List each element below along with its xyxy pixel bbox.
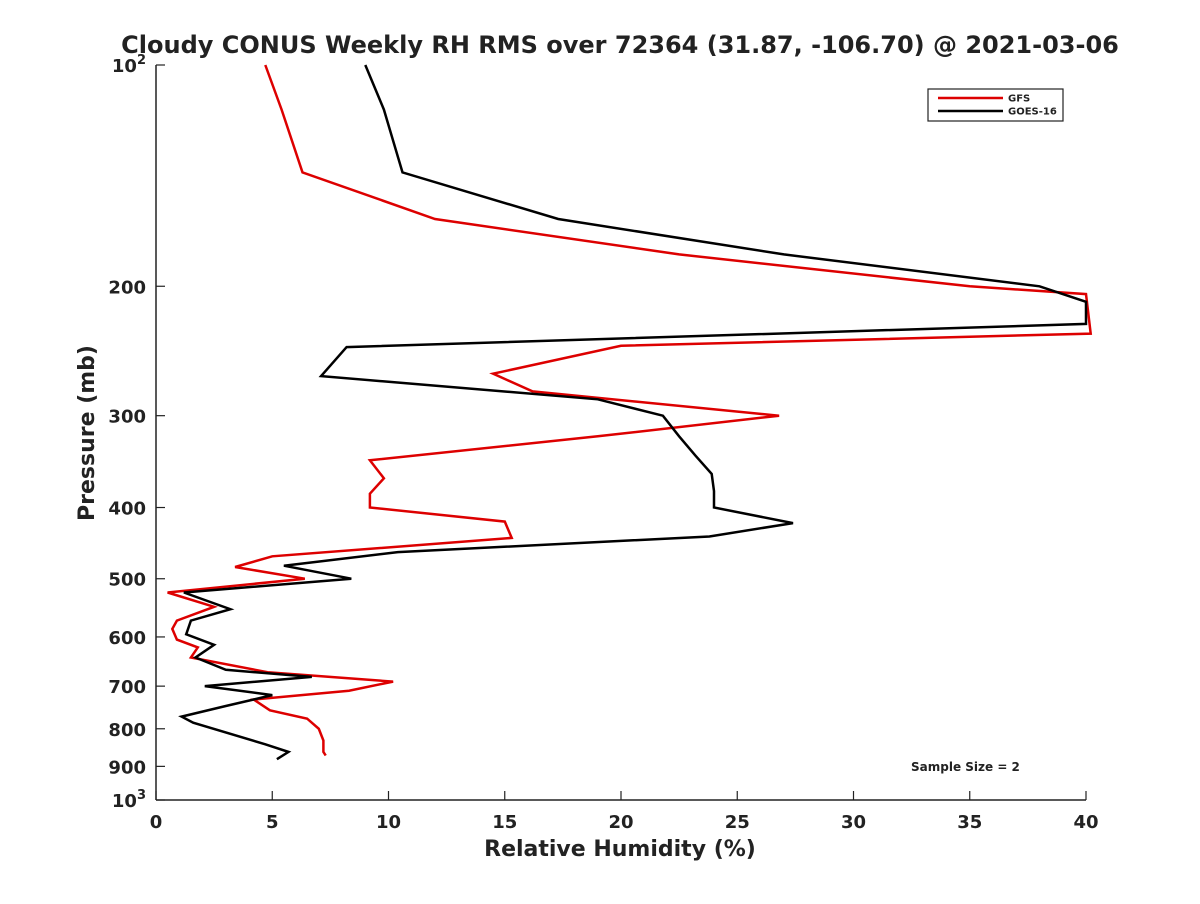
y-tick-label: 900 (108, 757, 146, 778)
y-tick-label: 500 (108, 570, 146, 591)
x-tick-label: 20 (608, 812, 633, 833)
y-tick-label: 300 (108, 407, 146, 428)
chart-title: Cloudy CONUS Weekly RH RMS over 72364 (3… (121, 31, 1119, 59)
x-axis-label: Relative Humidity (%) (484, 837, 756, 862)
x-tick-label: 40 (1073, 812, 1098, 833)
legend: GFS GOES-16 (928, 89, 1063, 121)
x-tick-label: 25 (725, 812, 750, 833)
y-tick-label: 800 (108, 720, 146, 741)
legend-label-gfs: GFS (1008, 94, 1030, 105)
x-tick-label: 0 (150, 812, 163, 833)
y-tick-label: 200 (108, 277, 146, 298)
y-tick-label: 400 (108, 499, 146, 520)
y-tick-label: 600 (108, 628, 146, 649)
x-tick-label: 10 (376, 812, 401, 833)
x-tick-label: 5 (266, 812, 279, 833)
legend-label-goes-16: GOES-16 (1008, 107, 1057, 118)
x-tick-label: 35 (957, 812, 982, 833)
y-tick-label: 700 (108, 677, 146, 698)
y-axis-label: Pressure (mb) (75, 345, 100, 521)
x-tick-label: 30 (841, 812, 866, 833)
x-tick-label: 15 (492, 812, 517, 833)
sample-size-annotation: Sample Size = 2 (911, 760, 1020, 774)
